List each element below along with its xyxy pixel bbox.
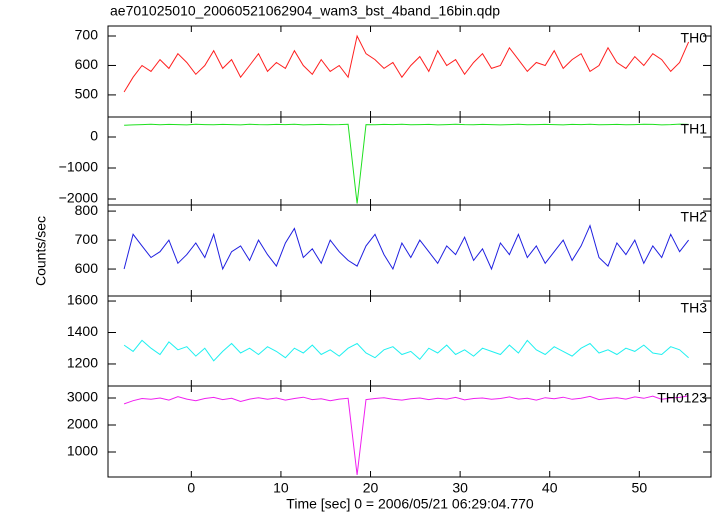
x-tick-label: 50 [632, 480, 648, 496]
light-curve [123, 34, 690, 93]
light-curve [124, 123, 689, 204]
y-tick-label: 600 [75, 260, 99, 276]
panel-label: TH0 [681, 30, 708, 46]
panel-frame [107, 385, 712, 478]
panel-frame [107, 204, 712, 297]
y-tick-label: 3000 [67, 389, 98, 405]
panel-label: TH0123 [657, 390, 707, 406]
x-tick-label: 30 [452, 480, 468, 496]
x-axis-label: Time [sec] 0 = 2006/05/21 06:29:04.770 [286, 496, 534, 512]
y-tick-label: 1000 [67, 443, 98, 459]
y-tick-label: 500 [75, 86, 99, 102]
y-tick-label: 600 [75, 56, 99, 72]
light-curve [123, 339, 689, 362]
y-tick-label: 0 [90, 128, 98, 144]
chart-title: ae701025010_20060521062904_wam3_bst_4ban… [110, 3, 500, 19]
y-tick-label: 1200 [67, 355, 98, 371]
y-tick-label: −2000 [59, 190, 99, 206]
light-curve [123, 395, 689, 475]
y-tick-label: 2000 [67, 416, 98, 432]
y-tick-label: −1000 [59, 159, 99, 175]
panel-frame [107, 295, 712, 387]
y-tick-label: 1400 [67, 323, 98, 339]
panel-frame [107, 116, 712, 206]
y-tick-label: 700 [75, 231, 99, 247]
x-tick-label: 40 [542, 480, 558, 496]
panel-label: TH1 [681, 121, 708, 137]
x-tick-label: 20 [363, 480, 379, 496]
x-tick-label: 10 [273, 480, 289, 496]
x-tick-label: 0 [187, 480, 195, 496]
y-tick-label: 700 [75, 27, 99, 43]
light-curve [123, 224, 689, 271]
panel-label: TH2 [681, 209, 708, 225]
y-tick-label: 1600 [67, 292, 98, 308]
y-axis-label: Counts/sec [33, 216, 49, 286]
panel-label: TH3 [681, 300, 708, 316]
y-tick-label: 800 [75, 202, 99, 218]
